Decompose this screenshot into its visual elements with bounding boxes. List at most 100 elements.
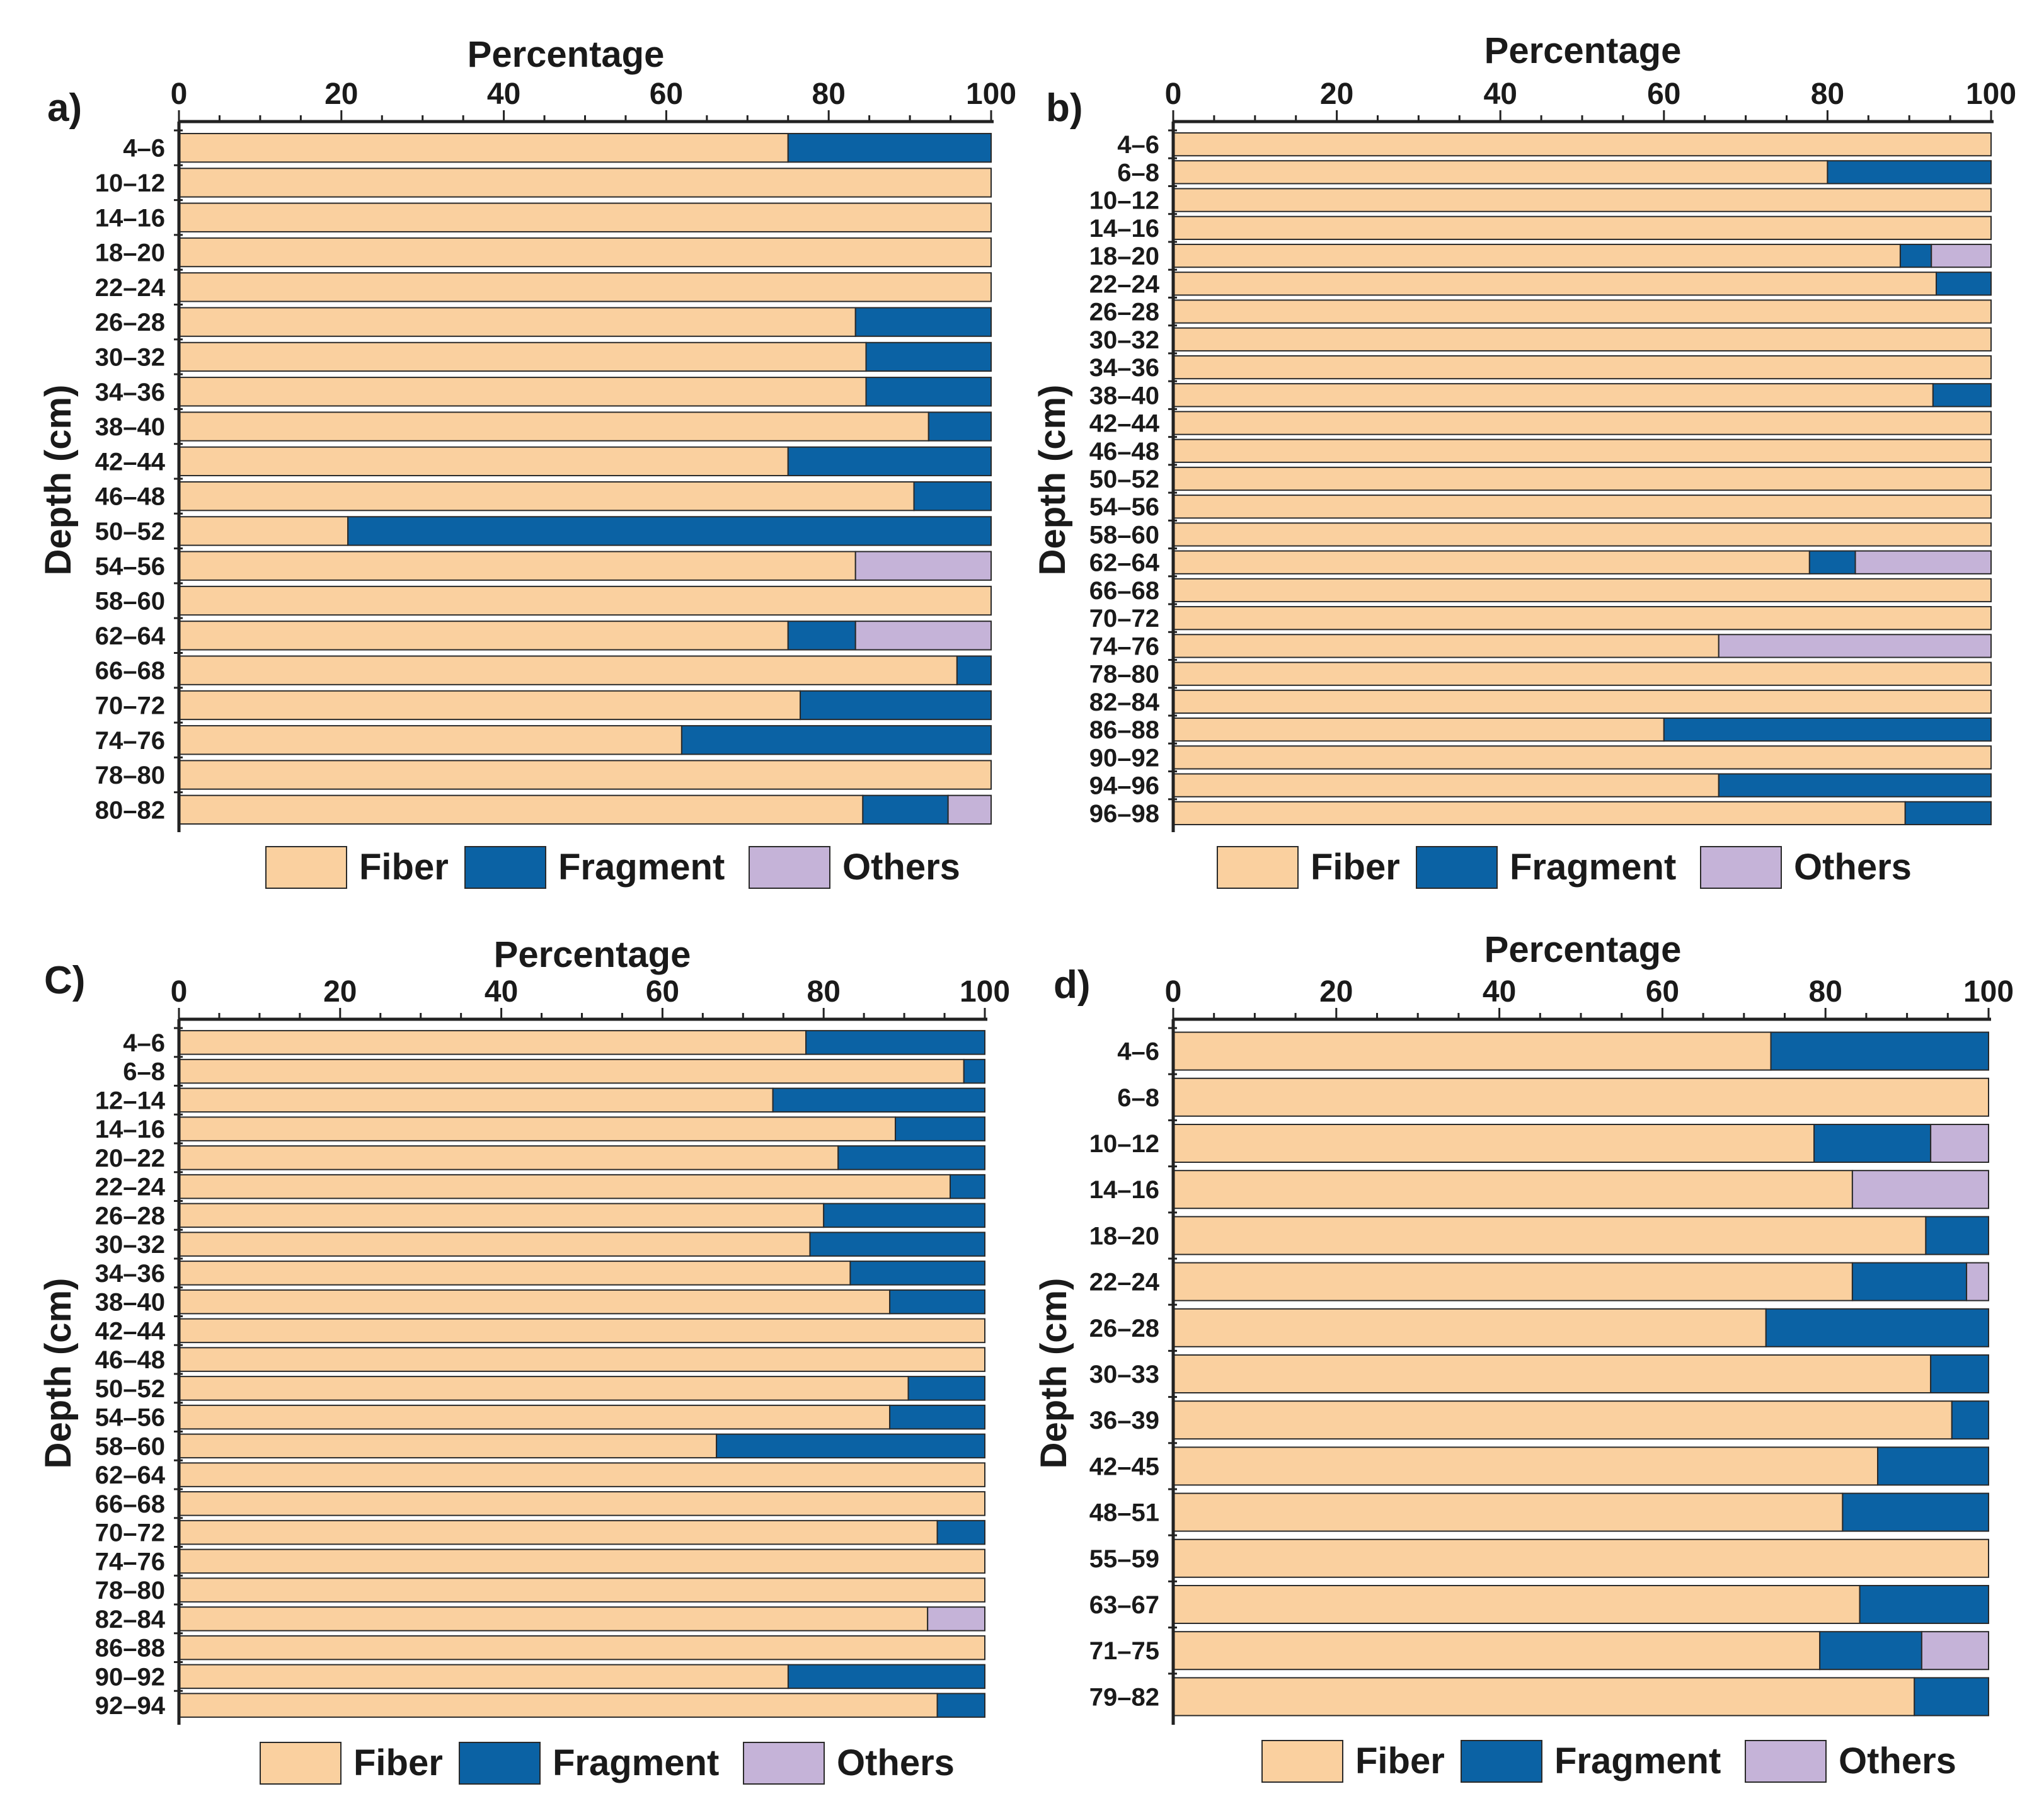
bar-segment-fragment — [963, 1058, 985, 1084]
category-label: 42–44 — [95, 448, 166, 476]
bar-segment-fiber — [178, 1404, 891, 1430]
bar-segment-fiber — [178, 446, 789, 477]
legend-label-others: Others — [837, 1742, 955, 1783]
bar-segment-fragment — [823, 1203, 985, 1228]
bar-segment-fiber — [178, 655, 958, 685]
bar-segment-fiber — [1173, 1631, 1821, 1671]
x-tick-label: 20 — [1319, 975, 1353, 1009]
y-axis-title: Depth (cm) — [1032, 385, 1073, 576]
category-label: 74–76 — [95, 1548, 165, 1575]
chart-panel-4: 4–6 6–8 10–12 14–16 18–20 22–24 26–28 30–33 36–3… — [1033, 929, 2014, 1783]
category-label: 82–84 — [95, 1606, 166, 1633]
legend-label-others: Others — [1839, 1741, 1956, 1781]
bar-segment-fragment — [1877, 1446, 1990, 1486]
bar-segment-fiber — [1173, 327, 1992, 352]
category-label: 50–52 — [95, 1375, 165, 1403]
legend-label-fiber: Fiber — [1355, 1741, 1445, 1781]
x-axis-title: Percentage — [494, 934, 691, 975]
x-tick-label: 0 — [1165, 77, 1182, 111]
bar-segment-fiber — [1173, 661, 1992, 686]
legend-swatch-fragment — [459, 1742, 541, 1785]
legend-swatch-others — [749, 846, 830, 889]
bar-segment-fragment — [347, 516, 992, 546]
x-tick-label: 60 — [1646, 975, 1679, 1009]
bar-segment-fragment — [1936, 272, 1992, 296]
category-label: 22–24 — [1089, 270, 1160, 298]
category-label: 70–72 — [95, 1519, 165, 1547]
category-label: 34–36 — [1089, 354, 1159, 382]
bar-segment-fragment — [1951, 1400, 1990, 1440]
bar-segment-fiber — [178, 1058, 965, 1084]
bar-segment-others — [1931, 243, 1992, 268]
bar-segment-fiber — [1173, 634, 1720, 658]
bar-segment-fragment — [936, 1519, 985, 1545]
legend-swatch-others — [743, 1742, 825, 1785]
bar-segment-fragment — [865, 377, 992, 407]
panel-label: d) — [1054, 963, 1091, 1007]
bar-segment-fiber — [1173, 299, 1992, 324]
bar-segment-fragment — [1899, 243, 1932, 268]
bar-segment-fiber — [178, 202, 992, 232]
legend-swatch-fiber — [260, 1742, 342, 1785]
category-label: 34–36 — [95, 1260, 165, 1288]
x-tick-label: 60 — [650, 77, 683, 111]
bar-segment-fiber — [178, 516, 349, 546]
bar-segment-fragment — [787, 1664, 985, 1690]
bar-segment-fragment — [1718, 773, 1992, 798]
bar-segment-fiber — [178, 1606, 929, 1632]
bar-segment-fiber — [178, 1693, 938, 1718]
category-label: 34–36 — [95, 379, 165, 406]
bar-segment-fragment — [862, 794, 949, 825]
category-label: 90–92 — [95, 1663, 165, 1691]
bar-segment-fiber — [1173, 1446, 1879, 1486]
bar-segment-fragment — [1930, 1354, 1989, 1394]
bar-segment-fiber — [178, 132, 789, 163]
bar-segment-fragment — [800, 690, 992, 721]
bar-segment-others — [927, 1606, 986, 1632]
category-label: 12–14 — [95, 1087, 166, 1114]
category-label: 38–40 — [95, 1289, 165, 1317]
bar-segment-fiber — [178, 1087, 774, 1113]
category-label: 46–48 — [95, 1346, 165, 1374]
legend-swatch-fragment — [1461, 1740, 1542, 1783]
bar-segment-fiber — [1173, 215, 1992, 240]
category-label: 46–48 — [95, 483, 165, 511]
category-label: 74–76 — [95, 727, 165, 755]
category-label: 42–44 — [1089, 410, 1160, 438]
x-tick-label: 100 — [1966, 77, 2016, 111]
category-label: 71–75 — [1089, 1637, 1159, 1665]
legend-label-fragment: Fragment — [553, 1742, 719, 1783]
bar-segment-fiber — [1173, 355, 1992, 380]
bar-segment-fiber — [178, 307, 856, 337]
bar-segment-fragment — [895, 1116, 985, 1141]
bar-segment-fiber — [1173, 1584, 1861, 1625]
x-axis-title: Percentage — [1484, 30, 1682, 71]
category-label: 86–88 — [1089, 716, 1159, 744]
bar-segment-fiber — [178, 168, 992, 198]
category-label: 26–28 — [95, 309, 165, 336]
bar-segment-fragment — [787, 620, 856, 651]
y-axis-title: Depth (cm) — [38, 1278, 79, 1469]
bar-segment-fiber — [1173, 1031, 1772, 1071]
category-label: 58–60 — [95, 588, 165, 615]
bar-segment-fragment — [889, 1289, 985, 1315]
bar-segment-fiber — [1173, 438, 1992, 463]
category-label: 70–72 — [95, 692, 165, 719]
category-label: 30–33 — [1089, 1361, 1159, 1388]
category-label: 46–48 — [1089, 438, 1159, 466]
x-tick-label: 0 — [171, 77, 188, 111]
legend-label-fiber: Fiber — [1311, 847, 1400, 888]
bar-segment-fiber — [178, 1347, 985, 1372]
category-label: 18–20 — [1089, 1222, 1159, 1250]
category-label: 55–59 — [1089, 1545, 1159, 1573]
bar-segment-fiber — [1173, 1077, 1989, 1117]
bar-segment-fiber — [1173, 1492, 1844, 1532]
bar-segment-fragment — [809, 1232, 986, 1257]
category-label: 70–72 — [1089, 605, 1159, 632]
x-tick-label: 60 — [646, 975, 679, 1009]
bar-segment-fragment — [1819, 1631, 1922, 1671]
bar-segment-fiber — [1173, 1538, 1989, 1578]
x-tick-label: 40 — [1484, 77, 1517, 111]
bar-segment-fiber — [1173, 272, 1938, 296]
category-label: 54–56 — [1089, 493, 1159, 521]
